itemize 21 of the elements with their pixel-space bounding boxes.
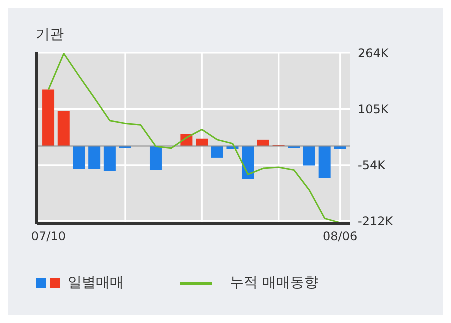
bar — [73, 146, 86, 170]
x-tick-label: 08/06 — [323, 230, 358, 244]
chart-title: 기관 — [36, 26, 64, 44]
legend-label: 누적 매매동향 — [230, 274, 318, 292]
y-tick-label: 105K — [358, 102, 390, 116]
bar — [196, 138, 208, 146]
bar — [58, 110, 70, 146]
x-tick-label: 07/10 — [31, 230, 66, 244]
y-tick-label: -54K — [358, 158, 387, 173]
y-tick-label: -212K — [358, 214, 394, 228]
bar — [318, 146, 331, 178]
bar — [104, 146, 116, 172]
bar — [303, 146, 316, 166]
line-series — [48, 53, 342, 224]
bar — [42, 90, 55, 146]
y-tick-label: 264K — [358, 46, 390, 60]
legend-label: 일별매매 — [68, 274, 124, 292]
bar — [211, 146, 224, 158]
bar — [88, 146, 101, 170]
bar — [257, 140, 270, 146]
bar — [150, 146, 162, 170]
